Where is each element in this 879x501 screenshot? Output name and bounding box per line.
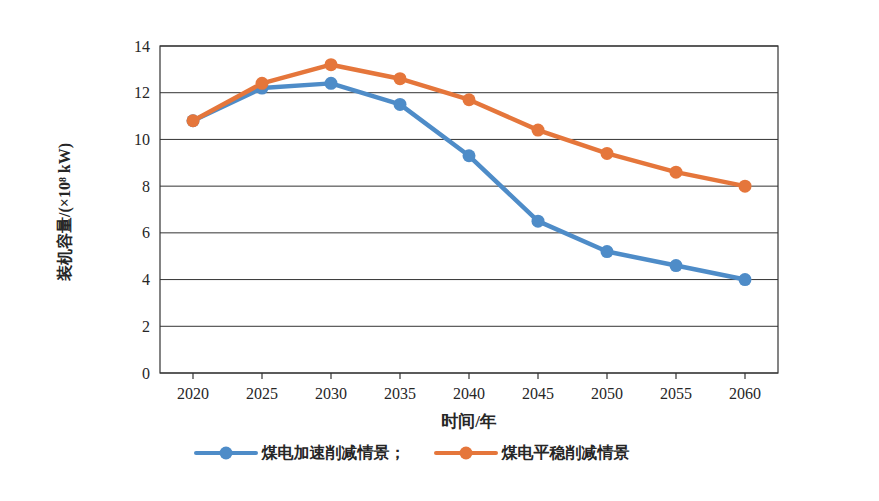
x-tick-label: 2055 xyxy=(660,385,692,402)
y-tick-label: 8 xyxy=(142,178,150,195)
y-tick-label: 2 xyxy=(142,318,150,335)
data-point-marker xyxy=(670,166,683,179)
data-point-marker xyxy=(187,114,200,127)
legend-dot-orange xyxy=(459,447,472,460)
x-tick-label: 2045 xyxy=(522,385,554,402)
data-point-marker xyxy=(739,273,752,286)
x-tick-label: 2020 xyxy=(177,385,209,402)
series-line-1 xyxy=(193,65,745,186)
y-tick-label: 14 xyxy=(134,38,150,55)
x-tick-label: 2050 xyxy=(591,385,623,402)
data-point-marker xyxy=(463,93,476,106)
data-point-marker xyxy=(670,259,683,272)
data-point-marker xyxy=(601,147,614,160)
x-tick-label: 2030 xyxy=(315,385,347,402)
data-point-marker xyxy=(739,180,752,193)
x-tick-label: 2060 xyxy=(729,385,761,402)
data-point-marker xyxy=(532,124,545,137)
x-tick-label: 2040 xyxy=(453,385,485,402)
data-point-marker xyxy=(394,98,407,111)
legend-marker-blue xyxy=(194,446,258,461)
y-tick-label: 0 xyxy=(142,365,150,382)
line-chart: 0 2 4 6 8 10 12 14 2020 2025 2030 2035 2040 2045 2050 2… xyxy=(0,0,879,437)
legend-label-accelerated: 煤电加速削减情景； xyxy=(262,445,406,461)
y-axis-title: 装机容量/(×10⁸ kW) xyxy=(55,143,74,282)
legend-marker-orange xyxy=(434,446,498,461)
data-point-marker xyxy=(325,77,338,90)
legend-item-steady: 煤电平稳削减情景 xyxy=(434,445,630,461)
legend: 煤电加速削减情景； 煤电平稳削减情景 xyxy=(0,445,851,461)
series-line-0 xyxy=(193,83,745,279)
y-tick-label: 4 xyxy=(142,271,150,288)
x-axis-title: 时间/年 xyxy=(441,412,497,431)
data-point-marker xyxy=(532,215,545,228)
data-point-marker xyxy=(601,245,614,258)
data-point-marker xyxy=(394,72,407,85)
data-point-marker xyxy=(325,58,338,71)
y-tick-label: 12 xyxy=(134,84,150,101)
chart-figure: 0 2 4 6 8 10 12 14 2020 2025 2030 2035 2040 2045 2050 2… xyxy=(0,0,879,501)
legend-label-steady: 煤电平稳削减情景 xyxy=(502,445,630,461)
data-point-marker xyxy=(463,149,476,162)
legend-dot-blue xyxy=(219,447,232,460)
x-tick-label: 2035 xyxy=(384,385,416,402)
legend-item-accelerated: 煤电加速削减情景； xyxy=(194,445,406,461)
y-tick-label: 6 xyxy=(142,224,150,241)
data-point-marker xyxy=(256,77,269,90)
x-tick-label: 2025 xyxy=(246,385,278,402)
y-tick-label: 10 xyxy=(134,131,150,148)
